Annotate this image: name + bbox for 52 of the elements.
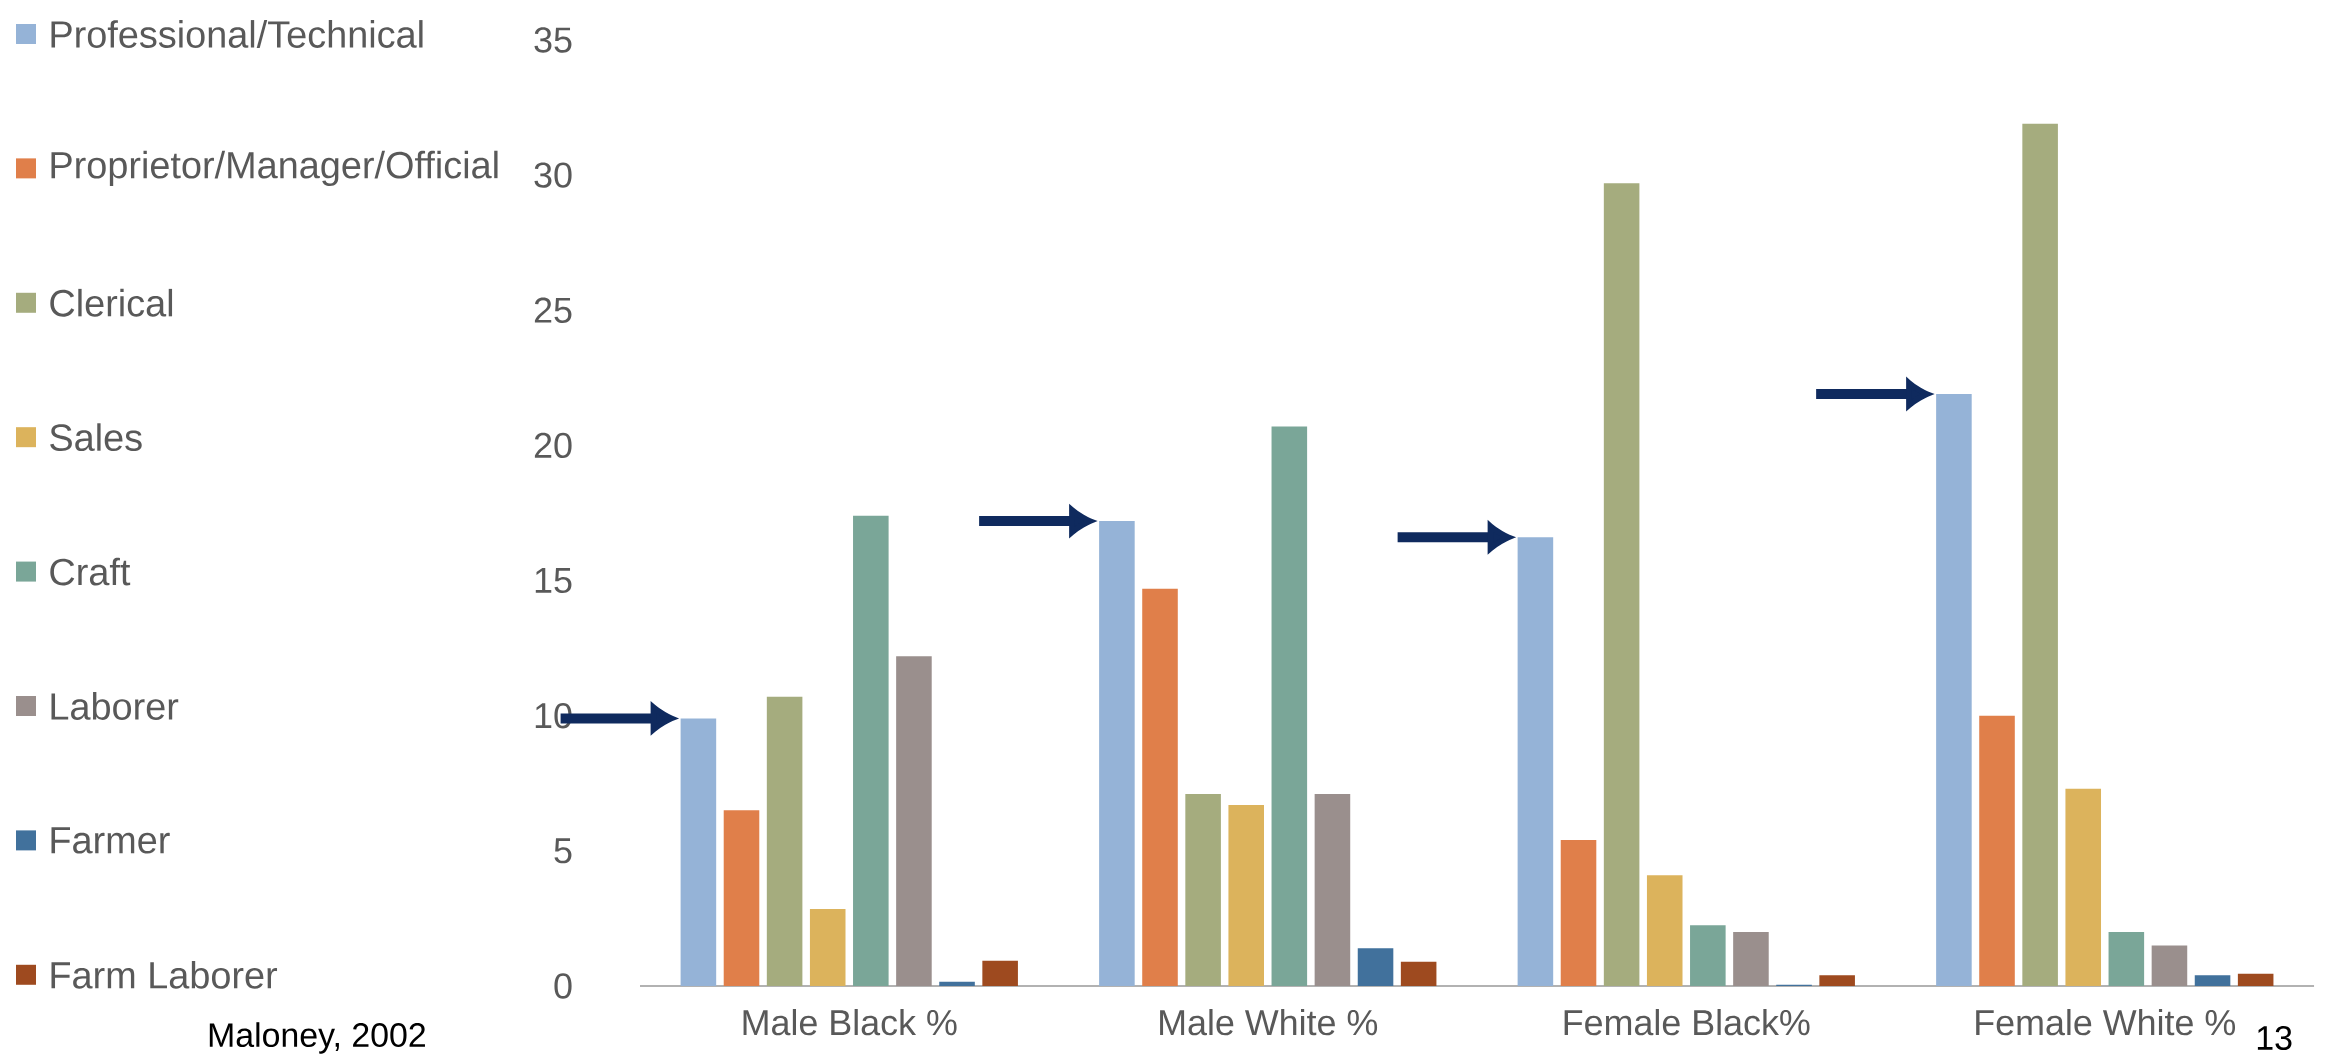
legend-label: Farm Laborer	[51, 960, 278, 989]
bar	[1979, 715, 2015, 986]
legend-label: Farmer	[51, 827, 170, 854]
legend-label: Laborer	[51, 692, 179, 720]
y-tick-label: 25	[534, 297, 572, 323]
bar	[1400, 961, 1437, 986]
text: 13	[2257, 1025, 2292, 1050]
y-tick-label: 35	[534, 27, 572, 53]
bar	[1142, 588, 1178, 986]
bar	[680, 718, 717, 986]
bar	[853, 515, 889, 986]
y-tick-label: 0	[554, 973, 572, 999]
bar	[1819, 975, 1855, 986]
y-tick-label: 5	[554, 838, 572, 864]
legend-label: Proprietor/Manager/Official	[51, 150, 498, 187]
x-tick-label: Male White %	[1160, 1009, 1378, 1036]
x-tick-label: Female White %	[1976, 1009, 2236, 1036]
bar	[2151, 945, 2188, 986]
bar	[1646, 875, 1683, 986]
y-tick-label: 15	[535, 568, 572, 594]
bar	[2108, 931, 2145, 986]
bar	[1603, 183, 1640, 986]
bar	[1271, 426, 1308, 986]
bar	[2237, 973, 2274, 986]
y-tick-label: 20	[534, 432, 572, 459]
legend-label: Clerical	[50, 288, 173, 317]
legend-label: Craft	[50, 557, 131, 586]
bar	[2194, 975, 2231, 986]
bar	[1357, 948, 1394, 986]
bar	[766, 696, 803, 986]
bar	[1560, 840, 1597, 986]
bar	[1228, 804, 1264, 986]
bar	[1517, 537, 1554, 986]
text: Maloney, 2002	[209, 1022, 425, 1054]
bar	[1099, 521, 1135, 986]
x-tick-label: Male Black %	[743, 1009, 957, 1036]
bar	[1936, 394, 1972, 986]
bar	[723, 810, 760, 986]
bar	[939, 981, 975, 986]
legend-label: Professional/Technical	[51, 20, 423, 48]
bar	[809, 908, 846, 986]
bar	[982, 960, 1018, 986]
bar	[1314, 794, 1351, 986]
y-tick-label: 30	[534, 162, 572, 188]
bar	[1690, 925, 1726, 986]
bar	[1185, 794, 1221, 986]
legend-label: Sales	[50, 423, 142, 452]
bar	[2065, 788, 2102, 986]
bar	[896, 656, 932, 986]
x-tick-label: Female Black%	[1564, 1009, 1810, 1036]
bar	[2022, 123, 2058, 986]
bar	[1733, 931, 1769, 986]
